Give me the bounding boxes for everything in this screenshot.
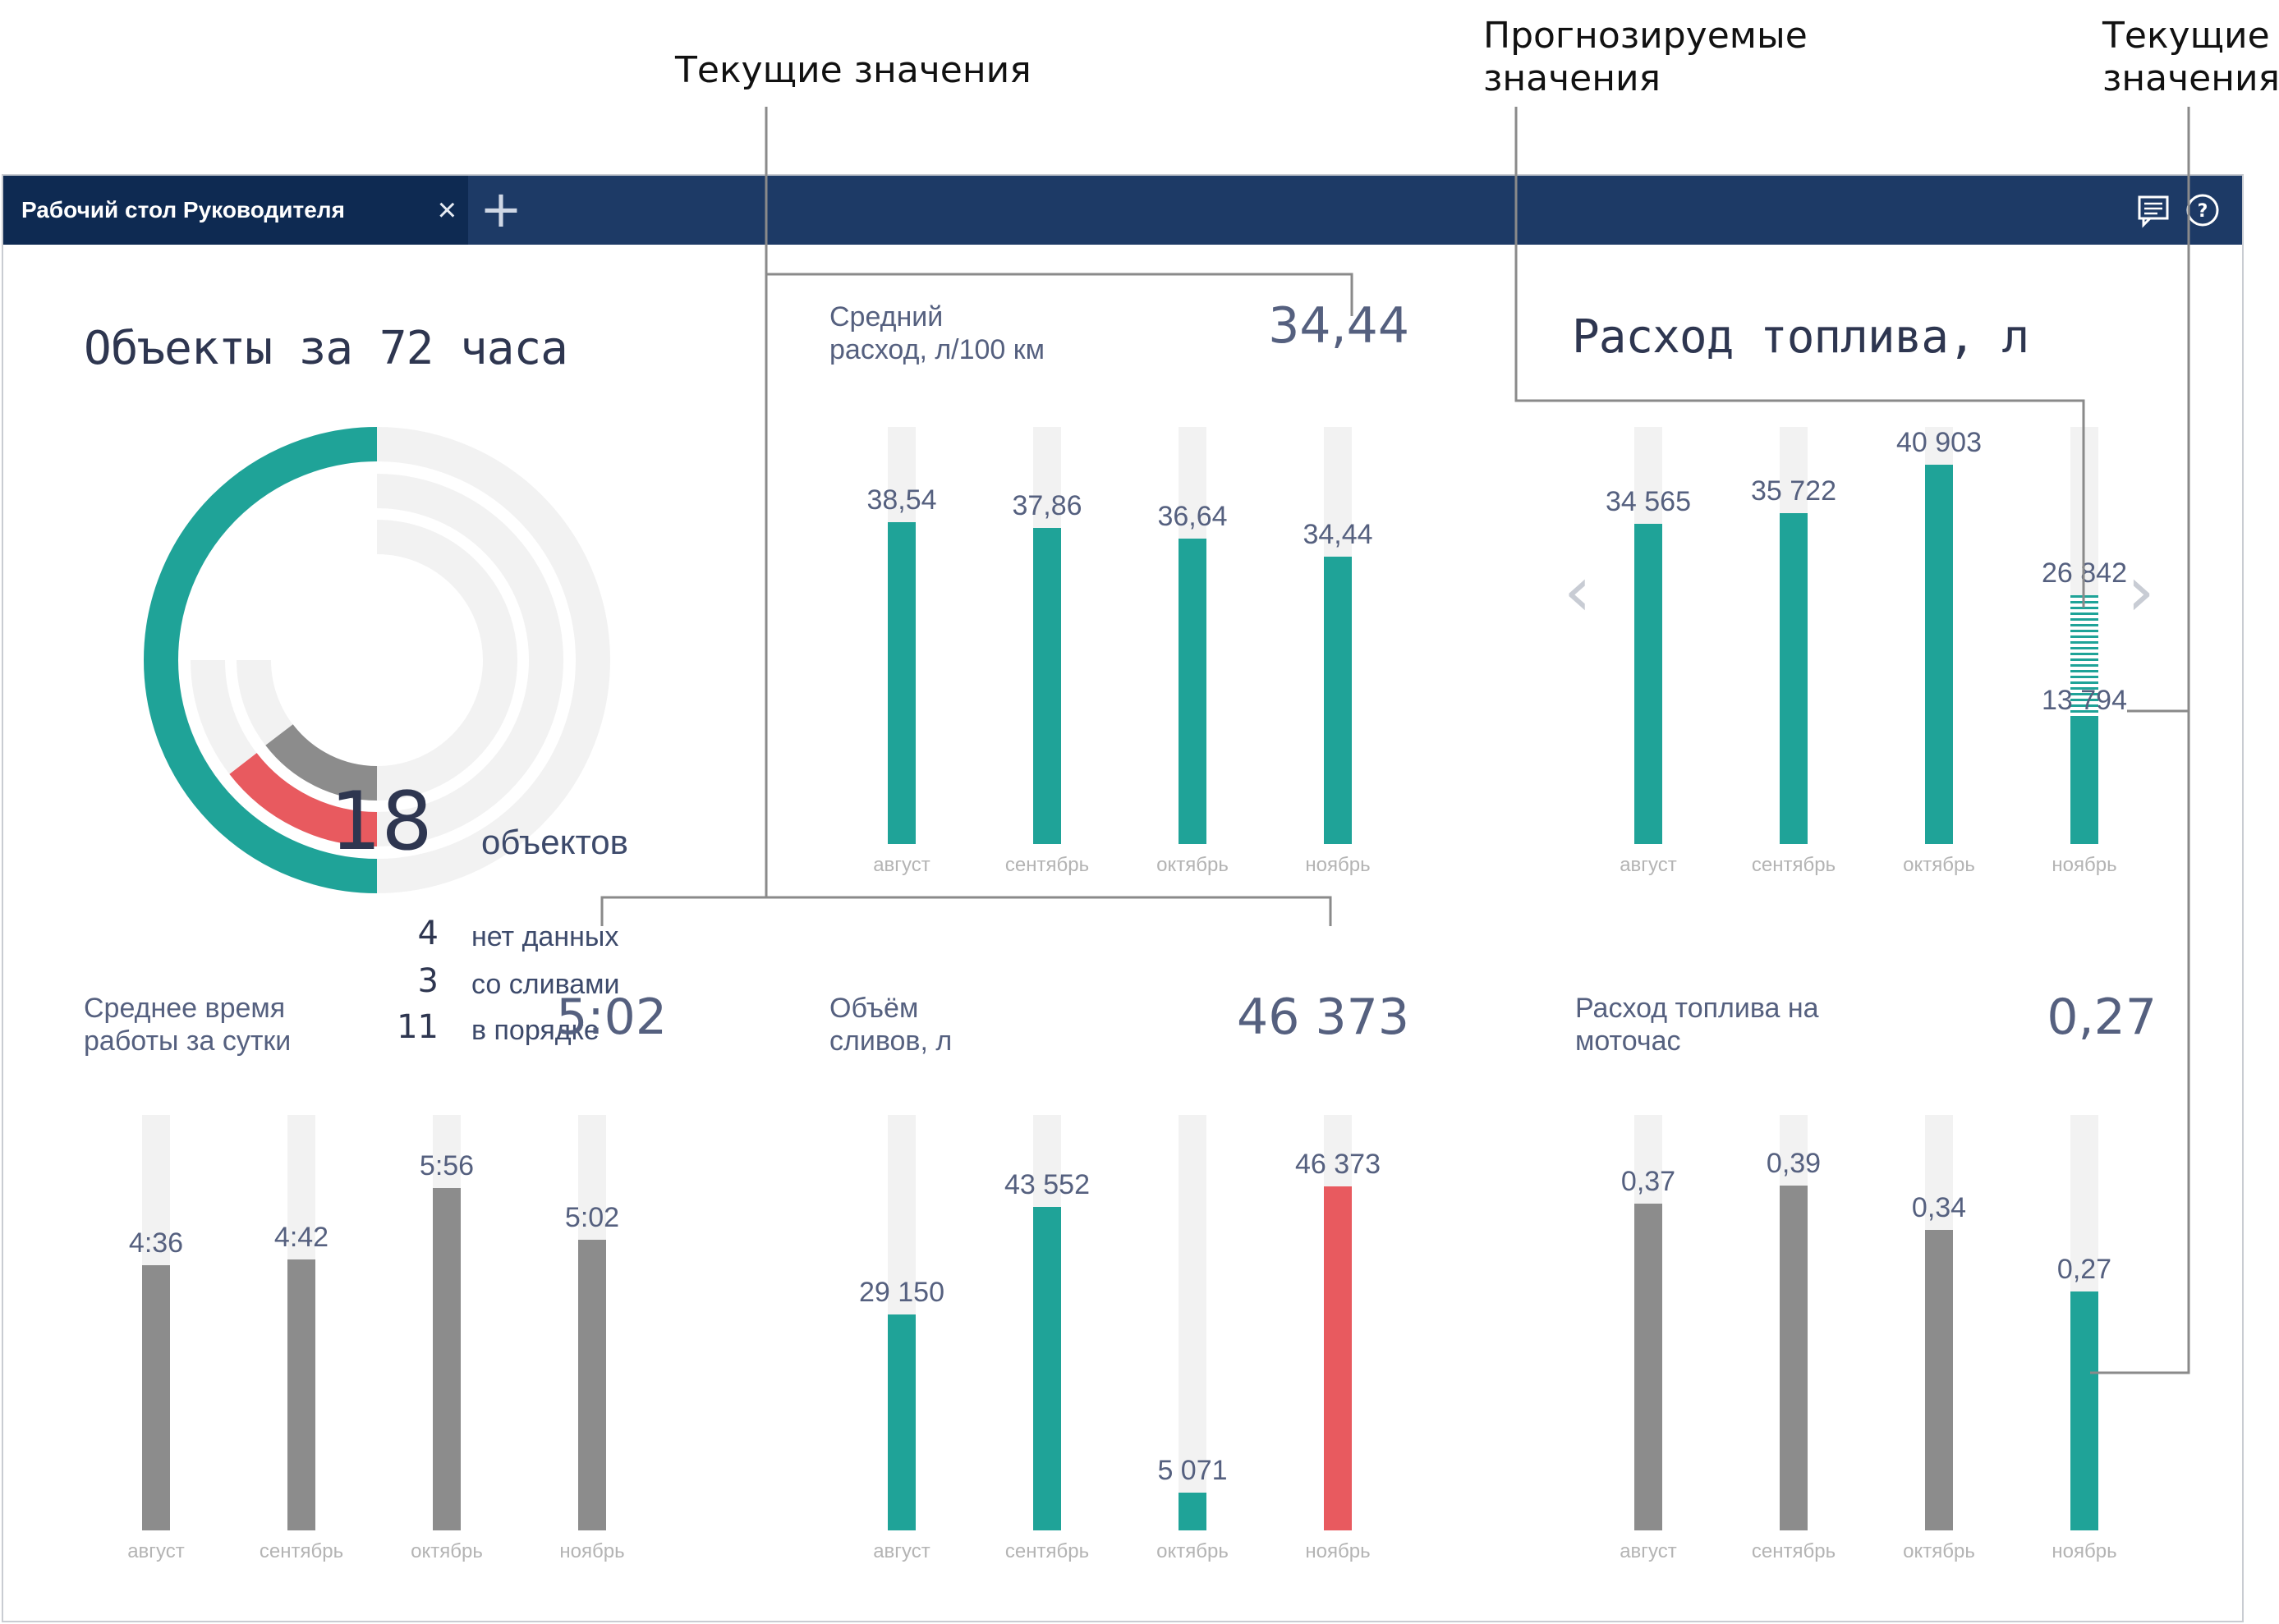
bar[interactable] bbox=[888, 1314, 916, 1530]
bar[interactable] bbox=[1634, 1203, 1662, 1530]
annotation-current-values-right: Текущие значения bbox=[2102, 15, 2279, 99]
bar[interactable] bbox=[287, 1259, 315, 1530]
avg-work-time-value: 5:02 bbox=[556, 989, 667, 1046]
bar-value-label: 0,34 bbox=[1911, 1191, 1967, 1223]
fuel-per-hour-value: 0,27 bbox=[2047, 989, 2157, 1046]
bar[interactable] bbox=[1925, 465, 1953, 844]
bar-value-label: 34,44 bbox=[1303, 519, 1373, 551]
objects-donut bbox=[144, 427, 610, 894]
bar-month-label: август bbox=[873, 1540, 930, 1562]
bar[interactable] bbox=[1780, 1186, 1808, 1530]
bar-value-label: 4:36 bbox=[128, 1227, 184, 1259]
legend-nodata-count: 4 bbox=[417, 915, 439, 952]
bar-month-label: октябрь bbox=[1156, 1540, 1229, 1562]
bar-value-label: 38,54 bbox=[866, 484, 937, 516]
bar[interactable] bbox=[1634, 523, 1662, 844]
message-icon[interactable] bbox=[2135, 192, 2171, 228]
legend-ok-label: в порядке bbox=[471, 1015, 600, 1046]
bar-value-label: 0,27 bbox=[2056, 1254, 2112, 1286]
bar-value-label: 37,86 bbox=[1012, 490, 1082, 522]
legend-drain-label: со сливами bbox=[471, 969, 620, 1000]
bar[interactable] bbox=[1780, 512, 1808, 844]
bar-value-label: 0,37 bbox=[1620, 1165, 1676, 1197]
bar-month-label: сентябрь bbox=[1751, 1540, 1836, 1562]
bar-month-label: сентябрь bbox=[1004, 854, 1090, 876]
bar-month-label: ноябрь bbox=[559, 1540, 625, 1562]
annotation-current-values-top: Текущие значения bbox=[675, 49, 1032, 91]
legend-ok-count: 11 bbox=[397, 1008, 439, 1046]
bar-month-label: август bbox=[127, 1540, 185, 1562]
bar-month-label: сентябрь bbox=[1004, 1540, 1090, 1562]
bar[interactable] bbox=[578, 1240, 606, 1530]
bar-value-label: 46 373 bbox=[1295, 1148, 1381, 1180]
bar-month-label: август bbox=[873, 854, 930, 876]
bar-value-label: 35 722 bbox=[1751, 475, 1836, 507]
bar[interactable] bbox=[1179, 538, 1206, 844]
legend-nodata-label: нет данных bbox=[471, 921, 619, 952]
bar-month-label: ноябрь bbox=[1305, 854, 1371, 876]
bar-value-label: 43 552 bbox=[1004, 1169, 1090, 1201]
bar-value-label: 5:56 bbox=[419, 1150, 475, 1182]
donut-ok-arc bbox=[144, 427, 378, 893]
bar-value-label: 40 903 bbox=[1896, 427, 1982, 459]
top-bar: Рабочий стол Руководителя × + ? bbox=[3, 176, 2242, 245]
avg-consumption-title: Средний расход, л/100 км bbox=[829, 301, 1045, 365]
bar[interactable] bbox=[1324, 557, 1352, 844]
chevron-left-icon[interactable]: ‹ bbox=[1564, 551, 1592, 631]
bar[interactable] bbox=[1179, 1493, 1206, 1530]
legend-drain-count: 3 bbox=[417, 962, 439, 1000]
tab-dashboard[interactable]: Рабочий стол Руководителя × bbox=[3, 176, 468, 245]
objects-title: Объекты за 72 часа bbox=[84, 322, 568, 375]
bar[interactable] bbox=[1324, 1186, 1352, 1530]
donut-drain-arc bbox=[229, 752, 378, 846]
bar-month-label: октябрь bbox=[1903, 1540, 1975, 1562]
bar[interactable] bbox=[433, 1188, 461, 1530]
bar-track bbox=[1179, 1115, 1206, 1530]
bar-value-label: 4:42 bbox=[273, 1221, 329, 1253]
drain-volume-value: 46 373 bbox=[1237, 989, 1409, 1046]
bar-value-label: 34 565 bbox=[1606, 485, 1691, 517]
avg-work-time-title: Среднее время работы за сутки bbox=[84, 993, 292, 1057]
bar-month-label: сентябрь bbox=[1751, 854, 1836, 876]
bar[interactable] bbox=[142, 1264, 170, 1530]
help-icon[interactable]: ? bbox=[2185, 192, 2221, 228]
close-icon[interactable]: × bbox=[437, 192, 457, 228]
donut-nodata-arc bbox=[265, 723, 378, 801]
bar-value-label: 13 794 bbox=[2042, 685, 2127, 717]
bar-value-label: 0,39 bbox=[1766, 1148, 1822, 1180]
bar[interactable] bbox=[2070, 716, 2098, 844]
bar-value-label: 5:02 bbox=[564, 1202, 620, 1234]
bar-month-label: ноябрь bbox=[1305, 1540, 1371, 1562]
bar-month-label: ноябрь bbox=[2052, 854, 2117, 876]
bar-month-label: август bbox=[1620, 854, 1677, 876]
bar-month-label: октябрь bbox=[1903, 854, 1975, 876]
avg-consumption-value: 34,44 bbox=[1268, 297, 1409, 355]
annotation-forecast-values: Прогнозируемые значения bbox=[1483, 15, 1808, 99]
bar[interactable] bbox=[1033, 528, 1061, 844]
bar[interactable] bbox=[1033, 1207, 1061, 1530]
bar-month-label: октябрь bbox=[411, 1540, 483, 1562]
add-tab-icon[interactable]: + bbox=[480, 179, 522, 239]
svg-text:?: ? bbox=[2198, 201, 2208, 222]
bar-value-label: 5 071 bbox=[1157, 1455, 1228, 1487]
bar-month-label: ноябрь bbox=[2052, 1540, 2117, 1562]
bar-value-label: 36,64 bbox=[1157, 500, 1228, 532]
objects-total-label: объектов bbox=[481, 823, 628, 861]
bar-month-label: август bbox=[1620, 1540, 1677, 1562]
bar[interactable] bbox=[2070, 1291, 2098, 1530]
bar[interactable] bbox=[888, 522, 916, 844]
objects-total: 18 bbox=[330, 775, 433, 869]
fuel-per-hour-title: Расход топлива на моточас bbox=[1575, 993, 1819, 1057]
bar-value-label: 29 150 bbox=[859, 1276, 944, 1308]
fuel-consumption-title: Расход топлива, л bbox=[1572, 310, 2029, 364]
drain-volume-title: Объём сливов, л bbox=[829, 993, 953, 1057]
forecast-label: 26 842 bbox=[2042, 557, 2127, 589]
tab-label: Рабочий стол Руководителя bbox=[21, 197, 345, 222]
app-window: Рабочий стол Руководителя × + ? Объекты … bbox=[2, 174, 2244, 1622]
bar-month-label: сентябрь bbox=[259, 1540, 344, 1562]
bar-month-label: октябрь bbox=[1156, 854, 1229, 876]
bar[interactable] bbox=[1925, 1229, 1953, 1530]
